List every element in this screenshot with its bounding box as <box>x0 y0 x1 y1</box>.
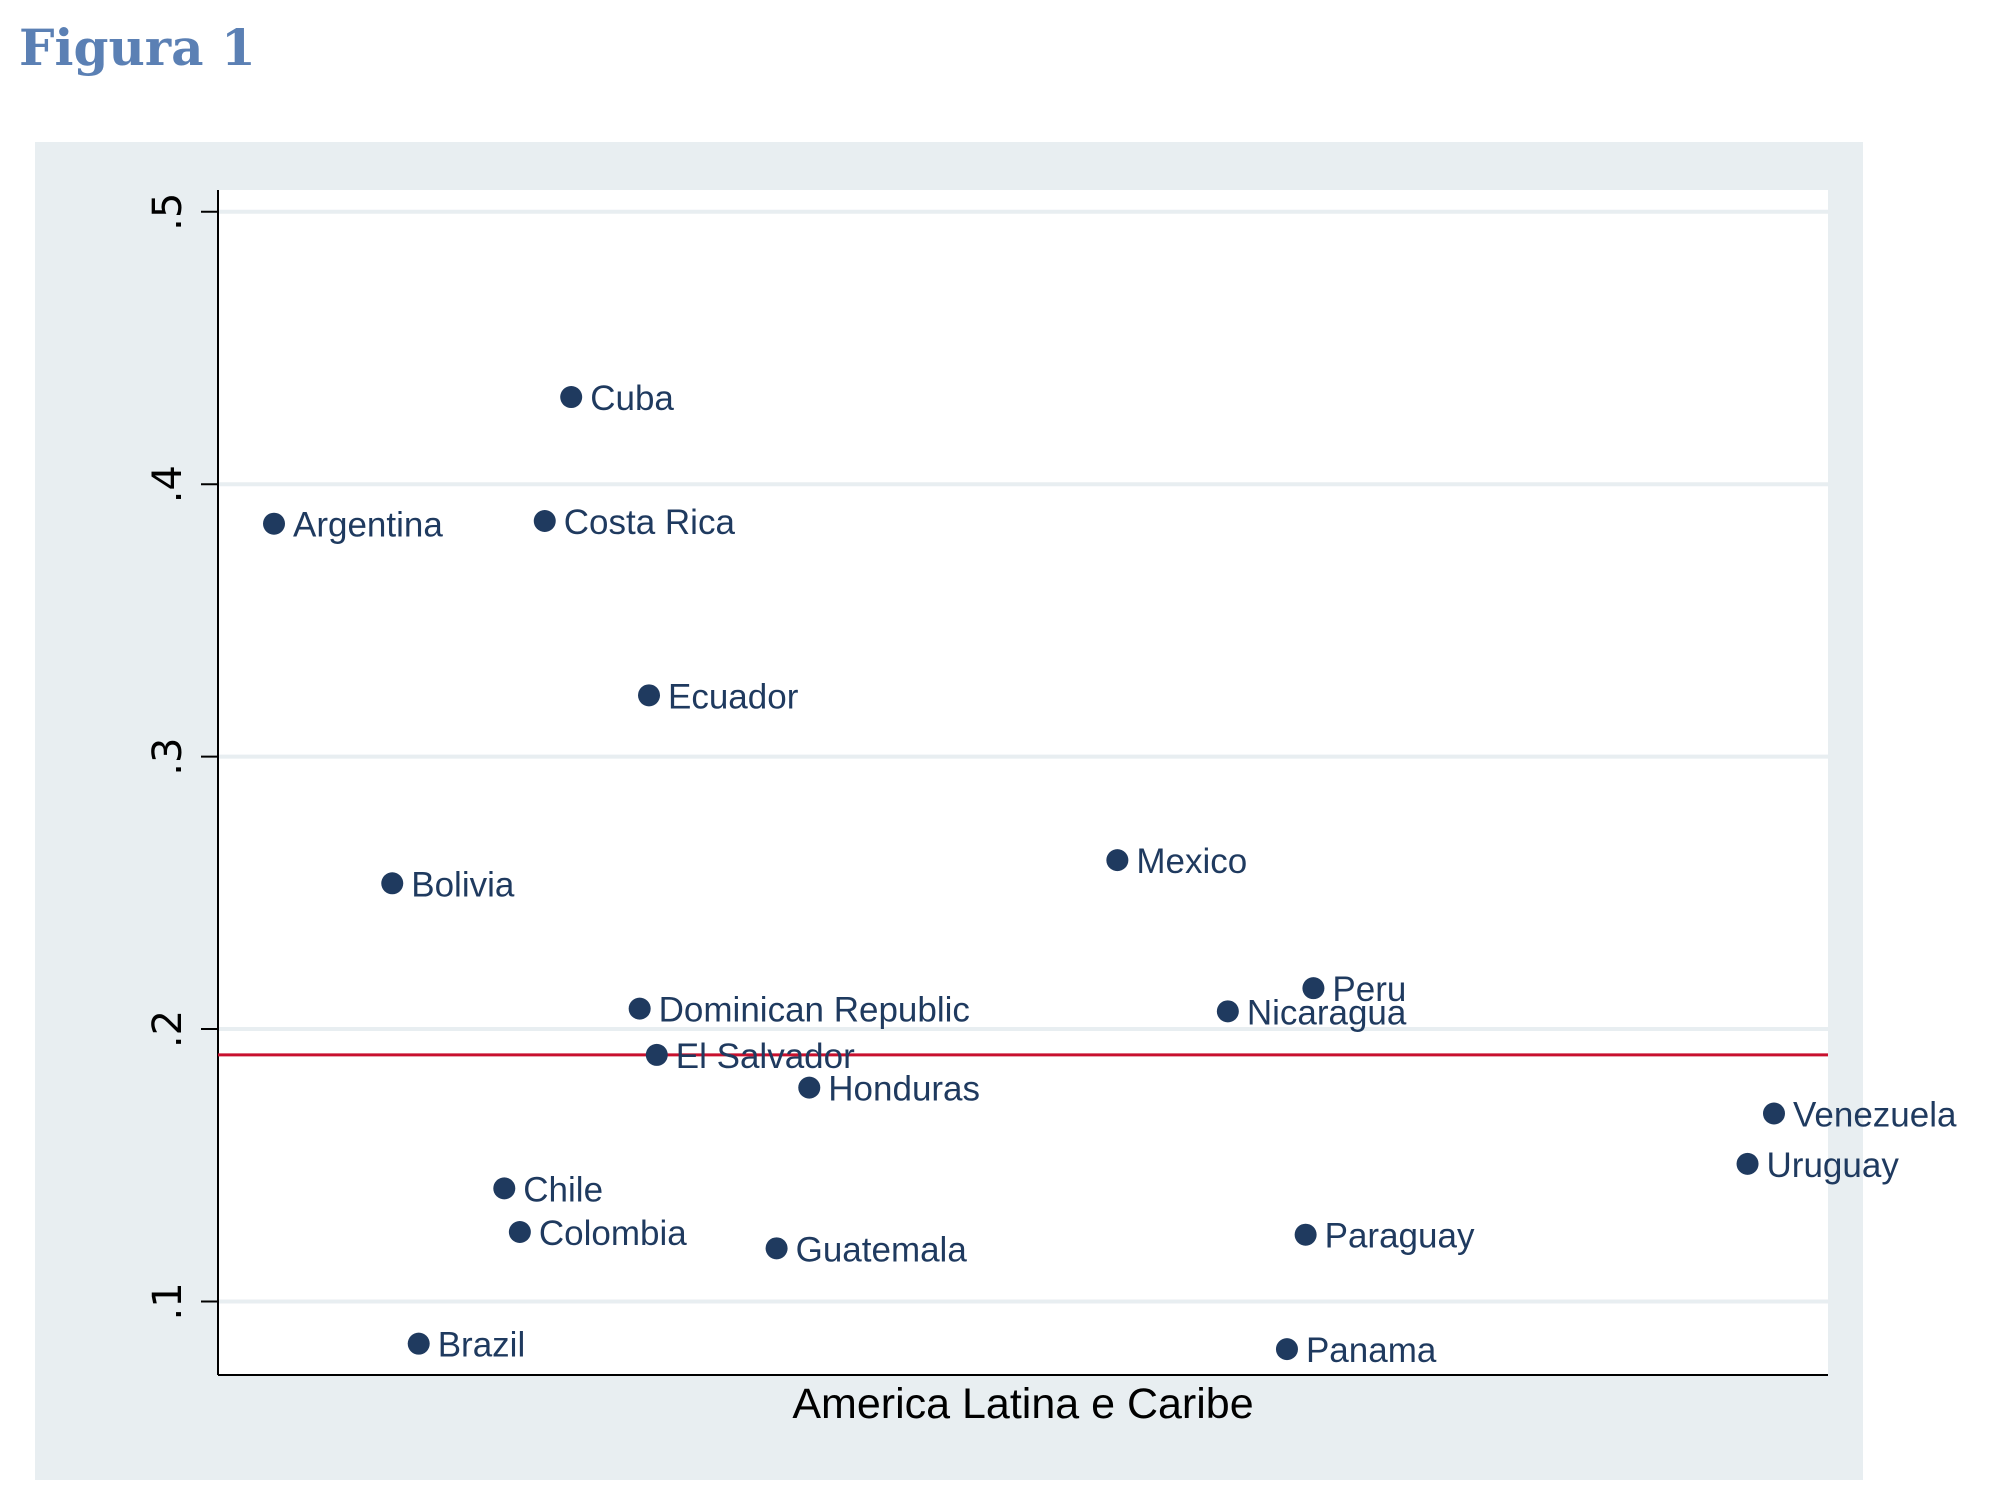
y-tick-label: .3 <box>145 738 191 776</box>
data-point <box>493 1177 516 1200</box>
data-point <box>1275 1338 1298 1361</box>
data-point-label: Ecuador <box>668 677 799 716</box>
data-point <box>628 997 651 1020</box>
data-point <box>1762 1102 1785 1125</box>
data-point <box>1216 1000 1239 1023</box>
data-point-label: Costa Rica <box>564 503 736 542</box>
data-point <box>1294 1223 1317 1246</box>
data-point <box>560 386 583 409</box>
data-point-label: Colombia <box>539 1214 687 1253</box>
y-tick-label: .1 <box>145 1282 191 1320</box>
y-tick-label: .4 <box>145 465 191 503</box>
y-tick-label: .2 <box>145 1010 191 1048</box>
data-point-label: Paraguay <box>1325 1217 1475 1256</box>
x-axis-title: America Latina e Caribe <box>792 1380 1253 1428</box>
data-point-label: Cuba <box>590 379 674 418</box>
data-point-label: El Salvador <box>676 1037 855 1076</box>
data-point-label: Dominican Republic <box>659 991 970 1030</box>
data-point <box>263 512 286 535</box>
data-point <box>381 872 404 895</box>
data-point <box>638 684 661 707</box>
data-point <box>1736 1152 1759 1175</box>
figure-title: Figura 1 <box>19 18 256 77</box>
data-point-label: Guatemala <box>796 1230 968 1269</box>
plot-area <box>218 190 1828 1375</box>
data-point <box>508 1220 531 1243</box>
data-point <box>533 509 556 532</box>
data-point-label: Mexico <box>1136 842 1247 881</box>
data-point-label: Uruguay <box>1767 1146 1900 1185</box>
data-point-label: Peru <box>1332 970 1406 1009</box>
data-point-label: Venezuela <box>1793 1095 1957 1134</box>
data-point <box>1302 977 1325 1000</box>
y-tick-label: .5 <box>145 193 191 231</box>
data-point <box>407 1332 430 1355</box>
data-point <box>798 1076 821 1099</box>
data-point-label: Brazil <box>438 1326 526 1365</box>
data-point <box>1106 849 1129 872</box>
data-point-label: Bolivia <box>411 865 515 904</box>
data-point-label: Argentina <box>293 506 443 545</box>
data-point-label: Chile <box>523 1170 603 1209</box>
data-point-label: Honduras <box>828 1070 980 1109</box>
data-point <box>645 1043 668 1066</box>
data-point-label: Nicaragua <box>1247 993 1407 1032</box>
data-point-label: Panama <box>1306 1331 1437 1370</box>
data-point <box>765 1237 788 1260</box>
